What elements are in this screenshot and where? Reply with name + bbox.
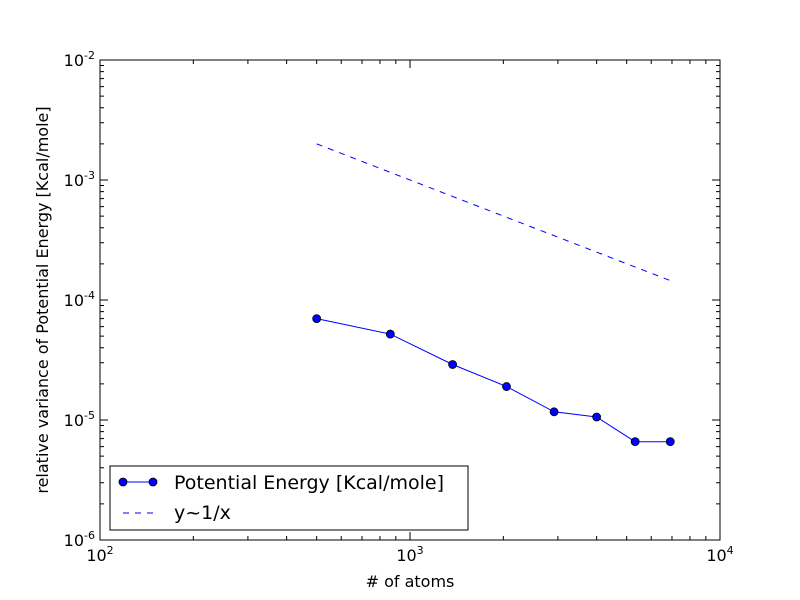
series-line-potential-energy — [316, 318, 671, 443]
series-line-inverse-x — [316, 143, 671, 282]
x-axis-label: # of atoms — [366, 572, 455, 591]
y-tick-label: 10-4 — [64, 289, 95, 310]
legend-frame — [109, 465, 469, 531]
data-point-potential-energy — [385, 329, 395, 339]
legend-label-inverse-x: y~1/x — [174, 502, 231, 524]
legend-marker-potential-energy — [118, 477, 128, 487]
x-tick-label: 103 — [396, 544, 423, 565]
data-point-potential-energy — [502, 382, 511, 391]
axis-ticks — [99, 59, 721, 541]
data-point-potential-energy — [592, 412, 602, 422]
data-point-potential-energy — [665, 437, 675, 447]
y-tick-label: 10-5 — [64, 409, 95, 430]
legend-label-potential-energy: Potential Energy [Kcal/mole] — [174, 472, 444, 494]
series-layer — [312, 143, 675, 447]
x-tick-label: 104 — [706, 544, 733, 565]
y-axis-label: relative variance of Potential Energy [K… — [33, 106, 52, 493]
data-point-potential-energy — [630, 437, 640, 447]
data-point-potential-energy — [312, 314, 322, 323]
legend-marker-potential-energy — [148, 477, 158, 487]
legend: Potential Energy [Kcal/mole] y~1/x — [109, 465, 469, 531]
y-tick-label: 10-3 — [64, 169, 95, 190]
y-tick-label: 10-2 — [64, 49, 95, 70]
data-point-potential-energy — [448, 360, 457, 369]
data-point-potential-energy — [549, 407, 559, 417]
x-tick-label: 102 — [86, 544, 113, 565]
plot-area — [99, 59, 721, 541]
